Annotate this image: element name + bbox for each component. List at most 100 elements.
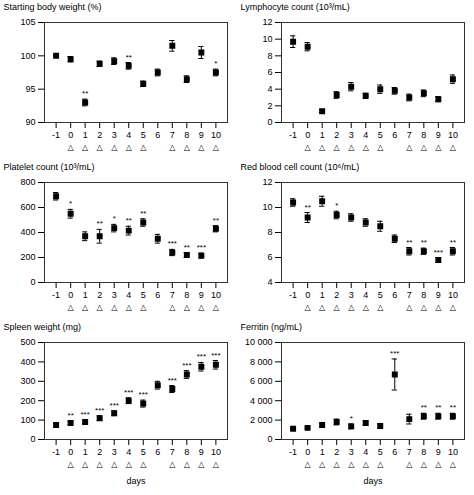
svg-text:4: 4 (126, 290, 131, 300)
svg-text:200: 200 (20, 396, 35, 406)
svg-text:Starting body weight (%): Starting body weight (%) (4, 2, 102, 12)
svg-text:**: ** (126, 216, 132, 225)
svg-text:△: △ (184, 303, 191, 312)
svg-text:10: 10 (448, 290, 458, 300)
svg-text:2: 2 (334, 290, 339, 300)
svg-text:1: 1 (320, 447, 325, 457)
svg-text:2: 2 (267, 101, 272, 111)
svg-text:△: △ (305, 143, 312, 152)
svg-text:**: ** (140, 209, 146, 218)
svg-text:Lymphocyte count (10³/mL): Lymphocyte count (10³/mL) (241, 2, 350, 12)
svg-text:-1: -1 (289, 447, 297, 457)
svg-text:***: *** (95, 406, 104, 415)
svg-text:2: 2 (97, 290, 102, 300)
svg-text:-1: -1 (52, 130, 60, 140)
svg-text:**: ** (97, 219, 103, 228)
svg-text:9: 9 (199, 447, 204, 457)
svg-text:**: ** (421, 238, 427, 247)
svg-text:10: 10 (211, 290, 221, 300)
svg-text:8: 8 (267, 227, 272, 237)
svg-text:△: △ (334, 303, 341, 312)
svg-text:△: △ (111, 303, 118, 312)
svg-text:1: 1 (83, 447, 88, 457)
svg-text:△: △ (377, 143, 384, 152)
svg-text:△: △ (421, 303, 428, 312)
svg-text:△: △ (406, 303, 413, 312)
svg-text:*: * (69, 199, 72, 208)
svg-text:2: 2 (334, 130, 339, 140)
svg-text:2 000: 2 000 (250, 415, 273, 425)
svg-text:0: 0 (30, 277, 35, 287)
svg-text:0: 0 (267, 117, 272, 127)
svg-text:△: △ (450, 143, 457, 152)
svg-text:100: 100 (20, 415, 35, 425)
svg-text:△: △ (140, 460, 147, 469)
svg-text:△: △ (435, 460, 442, 469)
svg-text:△: △ (198, 460, 205, 469)
svg-text:800: 800 (20, 177, 35, 187)
svg-text:Ferritin (ng/mL): Ferritin (ng/mL) (241, 322, 303, 332)
svg-text:△: △ (82, 460, 89, 469)
svg-text:8: 8 (184, 130, 189, 140)
svg-text:7: 7 (170, 290, 175, 300)
svg-text:100: 100 (20, 51, 35, 61)
svg-text:7: 7 (170, 447, 175, 457)
svg-text:△: △ (305, 303, 312, 312)
svg-text:△: △ (319, 303, 326, 312)
svg-text:△: △ (334, 460, 341, 469)
svg-text:8: 8 (421, 290, 426, 300)
svg-text:0: 0 (30, 434, 35, 444)
svg-text:95: 95 (25, 84, 35, 94)
svg-text:10: 10 (211, 447, 221, 457)
svg-text:-1: -1 (52, 290, 60, 300)
svg-text:4: 4 (363, 447, 368, 457)
svg-text:△: △ (213, 460, 220, 469)
svg-text:**: ** (213, 216, 219, 225)
svg-text:△: △ (319, 143, 326, 152)
svg-text:9: 9 (436, 290, 441, 300)
svg-text:**: ** (435, 403, 441, 412)
svg-text:***: *** (139, 390, 148, 399)
svg-text:1: 1 (320, 130, 325, 140)
svg-text:△: △ (450, 460, 457, 469)
svg-text:4: 4 (126, 447, 131, 457)
svg-text:5: 5 (141, 447, 146, 457)
svg-text:90: 90 (25, 117, 35, 127)
svg-text:*: * (113, 214, 116, 223)
svg-text:9: 9 (436, 447, 441, 457)
svg-text:7: 7 (407, 447, 412, 457)
svg-text:200: 200 (20, 252, 35, 262)
svg-text:△: △ (184, 143, 191, 152)
svg-text:0: 0 (68, 290, 73, 300)
svg-text:***: *** (197, 352, 206, 361)
svg-text:*: * (335, 201, 338, 210)
svg-text:***: *** (80, 410, 89, 419)
svg-text:400: 400 (20, 227, 35, 237)
svg-text:days: days (363, 476, 383, 486)
svg-text:9: 9 (199, 130, 204, 140)
svg-text:△: △ (140, 143, 147, 152)
svg-text:6: 6 (267, 67, 272, 77)
svg-text:6: 6 (392, 447, 397, 457)
svg-text:△: △ (319, 460, 326, 469)
svg-text:days: days (126, 476, 146, 486)
svg-text:-1: -1 (52, 447, 60, 457)
svg-text:7: 7 (407, 290, 412, 300)
svg-text:△: △ (68, 303, 75, 312)
svg-text:△: △ (97, 303, 104, 312)
svg-text:***: *** (197, 243, 206, 252)
svg-text:△: △ (198, 143, 205, 152)
svg-text:300: 300 (20, 376, 35, 386)
svg-text:△: △ (213, 143, 220, 152)
svg-text:12: 12 (262, 17, 272, 27)
svg-text:△: △ (169, 303, 176, 312)
svg-text:3: 3 (112, 130, 117, 140)
svg-text:△: △ (363, 143, 370, 152)
svg-text:105: 105 (20, 17, 35, 27)
svg-text:10 000: 10 000 (245, 337, 273, 347)
svg-text:*: * (214, 59, 217, 68)
svg-text:Red blood cell count (10⁶/mL): Red blood cell count (10⁶/mL) (241, 162, 360, 172)
svg-text:△: △ (435, 303, 442, 312)
svg-text:△: △ (184, 460, 191, 469)
svg-text:0: 0 (305, 447, 310, 457)
